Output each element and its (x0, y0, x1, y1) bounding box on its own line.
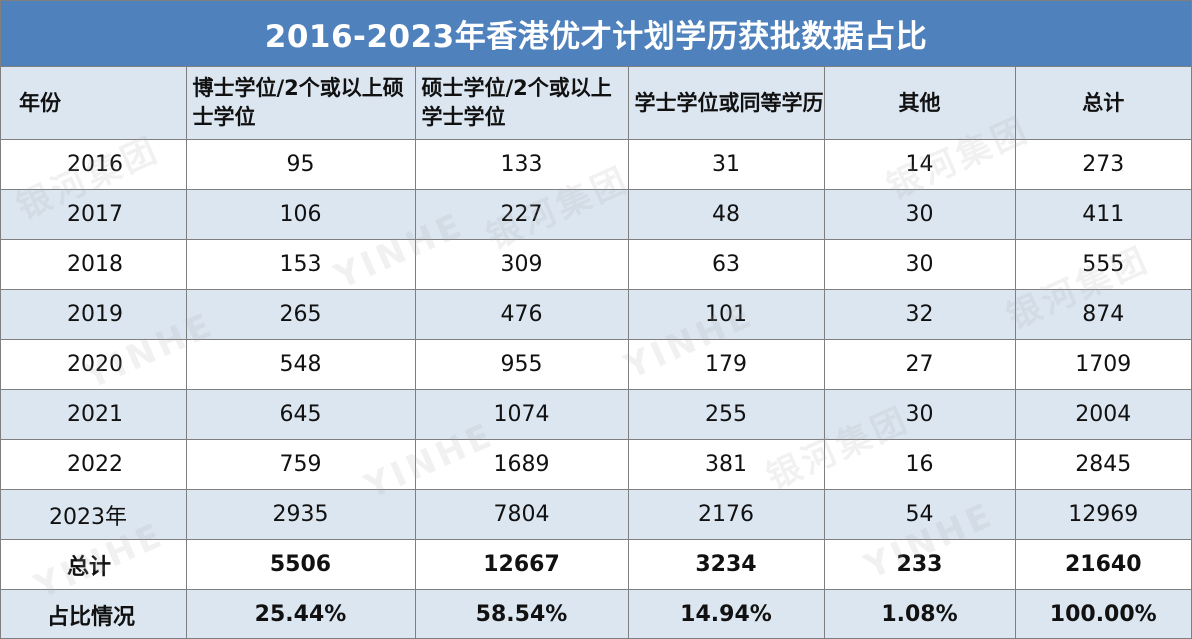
cell-masters: 7804 (414, 489, 629, 540)
cell-total: 555 (1014, 239, 1191, 290)
cell-year: 2023年 (1, 489, 187, 540)
cell-total: 411 (1014, 189, 1191, 240)
cell-total: 273 (1014, 139, 1191, 190)
cell-masters: 1689 (414, 439, 629, 490)
cell-masters: 309 (414, 239, 629, 290)
header-year: 年份 (1, 67, 187, 140)
table-row: 2019 265 476 101 32 874 (1, 289, 1191, 340)
header-doctorate: 博士学位/2个或以上硕士学位 (185, 67, 416, 140)
title-bar: 2016-2023年香港优才计划学历获批数据占比 (1, 1, 1191, 67)
cell-other: 30 (823, 189, 1016, 240)
cell-bachelors: 63 (627, 239, 825, 290)
cell-masters: 227 (414, 189, 629, 240)
total-grand: 21640 (1014, 539, 1191, 590)
cell-masters: 133 (414, 139, 629, 190)
table-row: 2018 153 309 63 30 555 (1, 239, 1191, 290)
cell-year: 2021 (1, 389, 187, 440)
ratio-doctorate: 25.44% (185, 589, 416, 638)
ratio-row: 占比情况 25.44% 58.54% 14.94% 1.08% 100.00% (1, 589, 1191, 638)
cell-total: 12969 (1014, 489, 1191, 540)
cell-total: 2004 (1014, 389, 1191, 440)
cell-other: 16 (823, 439, 1016, 490)
table-row: 2016 95 133 31 14 273 (1, 139, 1191, 190)
cell-bachelors: 179 (627, 339, 825, 390)
cell-year: 2019 (1, 289, 187, 340)
cell-bachelors: 31 (627, 139, 825, 190)
total-doctorate: 5506 (185, 539, 416, 590)
cell-masters: 955 (414, 339, 629, 390)
cell-other: 54 (823, 489, 1016, 540)
table-row: 2023年 2935 7804 2176 54 12969 (1, 489, 1191, 540)
cell-doctorate: 95 (185, 139, 416, 190)
cell-masters: 1074 (414, 389, 629, 440)
cell-year: 2020 (1, 339, 187, 390)
cell-other: 32 (823, 289, 1016, 340)
cell-doctorate: 153 (185, 239, 416, 290)
cell-year: 2017 (1, 189, 187, 240)
cell-bachelors: 381 (627, 439, 825, 490)
table-row: 2017 106 227 48 30 411 (1, 189, 1191, 240)
table-title: 2016-2023年香港优才计划学历获批数据占比 (264, 19, 928, 55)
cell-doctorate: 2935 (185, 489, 416, 540)
ratio-other: 1.08% (823, 589, 1016, 638)
cell-doctorate: 106 (185, 189, 416, 240)
cell-masters: 476 (414, 289, 629, 340)
total-row: 总计 5506 12667 3234 233 21640 (1, 539, 1191, 590)
total-masters: 12667 (414, 539, 629, 590)
ratio-masters: 58.54% (414, 589, 629, 638)
approval-data-table: 年份 博士学位/2个或以上硕士学位 硕士学位/2个或以上学士学位 学士学位或同等… (1, 67, 1191, 638)
header-bachelors: 学士学位或同等学历 (627, 67, 825, 140)
total-other: 233 (823, 539, 1016, 590)
ratio-total: 100.00% (1014, 589, 1191, 638)
cell-bachelors: 101 (627, 289, 825, 340)
cell-year: 2022 (1, 439, 187, 490)
header-row: 年份 博士学位/2个或以上硕士学位 硕士学位/2个或以上学士学位 学士学位或同等… (1, 67, 1191, 140)
ratio-bachelors: 14.94% (627, 589, 825, 638)
table-row: 2022 759 1689 381 16 2845 (1, 439, 1191, 490)
cell-doctorate: 759 (185, 439, 416, 490)
header-other: 其他 (823, 67, 1016, 140)
cell-total: 1709 (1014, 339, 1191, 390)
header-masters: 硕士学位/2个或以上学士学位 (414, 67, 629, 140)
cell-total: 2845 (1014, 439, 1191, 490)
cell-total: 874 (1014, 289, 1191, 340)
ratio-label: 占比情况 (1, 589, 187, 638)
total-label: 总计 (1, 539, 187, 590)
table-row: 2021 645 1074 255 30 2004 (1, 389, 1191, 440)
table-row: 2020 548 955 179 27 1709 (1, 339, 1191, 390)
cell-bachelors: 2176 (627, 489, 825, 540)
cell-doctorate: 265 (185, 289, 416, 340)
cell-doctorate: 548 (185, 339, 416, 390)
cell-bachelors: 255 (627, 389, 825, 440)
cell-other: 30 (823, 239, 1016, 290)
cell-other: 14 (823, 139, 1016, 190)
cell-year: 2016 (1, 139, 187, 190)
cell-bachelors: 48 (627, 189, 825, 240)
cell-other: 30 (823, 389, 1016, 440)
cell-doctorate: 645 (185, 389, 416, 440)
total-bachelors: 3234 (627, 539, 825, 590)
cell-other: 27 (823, 339, 1016, 390)
header-total: 总计 (1014, 67, 1191, 140)
cell-year: 2018 (1, 239, 187, 290)
